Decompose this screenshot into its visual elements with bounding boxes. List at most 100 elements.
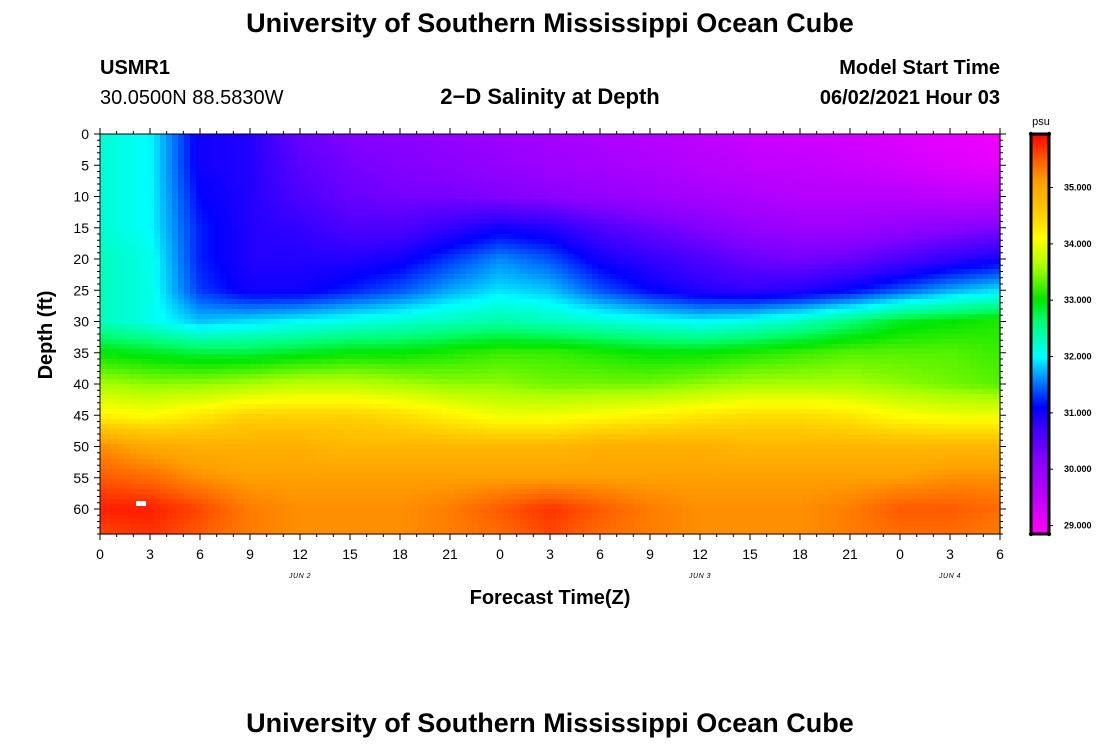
heatmap-cell: [406, 274, 413, 280]
heatmap-cell: [706, 139, 713, 145]
heatmap-cell: [790, 219, 797, 225]
heatmap-cell: [916, 214, 923, 220]
heatmap-cell: [532, 184, 539, 190]
heatmap-cell: [724, 254, 731, 260]
heatmap-cell: [124, 219, 131, 225]
heatmap-cell: [208, 164, 215, 170]
heatmap-cell: [982, 154, 989, 160]
heatmap-cell: [670, 204, 677, 210]
heatmap-cell: [952, 169, 959, 175]
heatmap-cell: [148, 279, 155, 285]
heatmap-cell: [658, 274, 665, 280]
heatmap-cell: [790, 269, 797, 275]
heatmap-cell: [100, 259, 107, 265]
heatmap-cell: [568, 269, 575, 275]
heatmap-cell: [862, 264, 869, 270]
heatmap-cell: [700, 219, 707, 225]
heatmap-cell: [100, 219, 107, 225]
heatmap-cell: [418, 284, 425, 290]
heatmap-cell: [190, 199, 197, 205]
heatmap-cell: [346, 229, 353, 235]
heatmap-cell: [640, 224, 647, 230]
heatmap-cell: [886, 144, 893, 150]
heatmap-cell: [880, 209, 887, 215]
heatmap-cell: [310, 134, 317, 140]
heatmap-cell: [904, 284, 911, 290]
heatmap-cell: [484, 179, 491, 185]
heatmap-cell: [244, 229, 251, 235]
heatmap-cell: [820, 179, 827, 185]
heatmap-cell: [262, 269, 269, 275]
heatmap-cell: [400, 154, 407, 160]
heatmap-cell: [502, 254, 509, 260]
heatmap-cell: [478, 144, 485, 150]
heatmap-cell: [142, 244, 149, 250]
heatmap-cell: [988, 249, 995, 255]
heatmap-cell: [856, 264, 863, 270]
heatmap-cell: [682, 244, 689, 250]
heatmap-cell: [496, 159, 503, 165]
heatmap-cell: [730, 144, 737, 150]
heatmap-cell: [610, 254, 617, 260]
heatmap-cell: [358, 274, 365, 280]
heatmap-cell: [724, 154, 731, 160]
heatmap-cell: [568, 234, 575, 240]
heatmap-cell: [256, 219, 263, 225]
heatmap-cell: [406, 229, 413, 235]
heatmap-cell: [772, 274, 779, 280]
heatmap-cell: [238, 149, 245, 155]
heatmap-cell: [478, 234, 485, 240]
heatmap-cell: [676, 279, 683, 285]
heatmap-cell: [994, 269, 1001, 275]
heatmap-cell: [106, 219, 113, 225]
heatmap-cell: [952, 209, 959, 215]
heatmap-cell: [916, 294, 923, 300]
heatmap-cell: [382, 169, 389, 175]
heatmap-cell: [394, 279, 401, 285]
heatmap-cell: [904, 134, 911, 140]
heatmap-cell: [730, 259, 737, 265]
heatmap-cell: [712, 284, 719, 290]
heatmap-cell: [256, 199, 263, 205]
heatmap-cell: [844, 254, 851, 260]
heatmap-cell: [898, 194, 905, 200]
heatmap-cell: [562, 134, 569, 140]
heatmap-cell: [784, 284, 791, 290]
heatmap-cell: [652, 139, 659, 145]
heatmap-cell: [778, 189, 785, 195]
heatmap-cell: [736, 244, 743, 250]
heatmap-cell: [748, 184, 755, 190]
heatmap-cell: [574, 159, 581, 165]
heatmap-cell: [862, 149, 869, 155]
heatmap-cell: [544, 144, 551, 150]
heatmap-cell: [154, 139, 161, 145]
heatmap-cell: [208, 249, 215, 255]
heatmap-cell: [334, 299, 341, 305]
heatmap-cell: [550, 179, 557, 185]
heatmap-cell: [616, 289, 623, 295]
heatmap-cell: [826, 169, 833, 175]
heatmap-cell: [406, 144, 413, 150]
heatmap-cell: [556, 294, 563, 300]
heatmap-cell: [400, 184, 407, 190]
heatmap-cell: [502, 139, 509, 145]
heatmap-cell: [454, 254, 461, 260]
heatmap-cell: [436, 144, 443, 150]
heatmap-cell: [898, 229, 905, 235]
heatmap-cell: [796, 289, 803, 295]
heatmap-cell: [766, 209, 773, 215]
heatmap-cell: [802, 214, 809, 220]
heatmap-cell: [436, 289, 443, 295]
heatmap-cell: [778, 159, 785, 165]
heatmap-cell: [688, 189, 695, 195]
heatmap-cell: [784, 249, 791, 255]
heatmap-cell: [868, 204, 875, 210]
heatmap-cell: [352, 149, 359, 155]
heatmap-cell: [838, 274, 845, 280]
heatmap-cell: [346, 234, 353, 240]
heatmap-cell: [868, 179, 875, 185]
heatmap-cell: [142, 174, 149, 180]
heatmap-cell: [478, 204, 485, 210]
heatmap-cell: [670, 199, 677, 205]
heatmap-cell: [226, 294, 233, 300]
